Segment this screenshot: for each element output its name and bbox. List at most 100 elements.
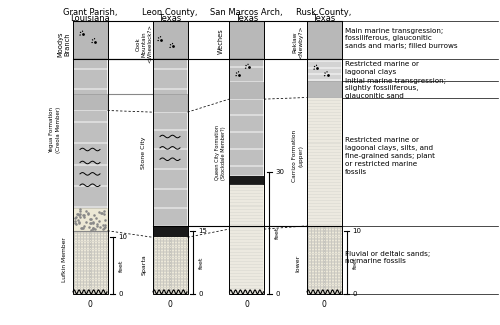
Point	[76, 207, 84, 212]
Bar	[229, 58, 264, 82]
Point	[77, 226, 85, 231]
Text: lower: lower	[296, 254, 300, 272]
Text: Yegua Formation
(Creola Member): Yegua Formation (Creola Member)	[50, 107, 60, 153]
Text: Stone City: Stone City	[142, 136, 146, 169]
Point	[101, 217, 109, 223]
Point	[76, 208, 84, 214]
Text: Fluvial or deltaic sands;
no marine fossils: Fluvial or deltaic sands; no marine foss…	[345, 251, 430, 264]
Bar	[229, 99, 264, 176]
Text: San Marcos Arch,: San Marcos Arch,	[210, 8, 283, 17]
Text: 0: 0	[322, 300, 326, 309]
Text: Initial marine transgression;
slightly fossiliferous,
glauconitic sand: Initial marine transgression; slightly f…	[345, 78, 446, 99]
Point	[96, 211, 104, 216]
Point	[86, 221, 94, 226]
Bar	[72, 208, 108, 231]
Bar	[229, 185, 264, 294]
Point	[73, 211, 81, 216]
Text: Grant Parish,: Grant Parish,	[63, 8, 117, 17]
Point	[94, 223, 102, 228]
Text: feet: feet	[352, 256, 358, 269]
Bar	[306, 98, 342, 226]
Bar	[306, 58, 342, 81]
Bar	[152, 21, 188, 294]
Point	[91, 227, 99, 232]
Text: 10: 10	[118, 234, 128, 240]
Text: Cook
Mountain
<Wheelock?>: Cook Mountain <Wheelock?>	[136, 24, 152, 63]
Point	[76, 212, 84, 217]
Bar	[72, 21, 108, 294]
Point	[88, 216, 96, 222]
Text: Texas: Texas	[158, 14, 182, 23]
Point	[82, 220, 90, 225]
Text: feet: feet	[118, 259, 124, 272]
Point	[80, 212, 88, 217]
Bar	[306, 81, 342, 98]
Text: feet: feet	[275, 227, 280, 240]
Text: Reklaw
<Newby?>: Reklaw <Newby?>	[292, 25, 304, 59]
Point	[101, 222, 109, 227]
Text: Restricted marine or
lagoonal clays: Restricted marine or lagoonal clays	[345, 61, 419, 75]
Point	[84, 225, 92, 230]
Bar	[152, 58, 188, 94]
Text: 0: 0	[352, 291, 357, 297]
Text: 0: 0	[275, 291, 280, 297]
Point	[86, 220, 94, 226]
Text: Texas: Texas	[235, 14, 258, 23]
Text: Louisiana: Louisiana	[70, 14, 110, 23]
Point	[70, 216, 78, 221]
Text: 10: 10	[352, 228, 362, 234]
Text: feet: feet	[198, 256, 203, 269]
Point	[80, 226, 88, 231]
Point	[76, 211, 84, 216]
Bar	[306, 21, 342, 294]
Bar	[229, 82, 264, 99]
Bar	[152, 112, 188, 226]
Bar	[72, 94, 108, 111]
Bar	[152, 21, 188, 294]
Bar	[306, 226, 342, 294]
Point	[90, 220, 98, 226]
Point	[80, 213, 88, 218]
Text: Restricted marine or
lagoonal clays, silts, and
fine-grained sands; plant
or res: Restricted marine or lagoonal clays, sil…	[345, 137, 435, 175]
Point	[100, 212, 108, 217]
Text: 15: 15	[198, 228, 207, 234]
Point	[76, 214, 84, 219]
Point	[99, 227, 107, 232]
Bar	[229, 21, 264, 294]
Text: Main marine transgression;
fossiliferous, glauconitic
sands and marls; filled bu: Main marine transgression; fossiliferous…	[345, 28, 458, 49]
Point	[98, 222, 106, 227]
Text: 0: 0	[244, 300, 249, 309]
Point	[71, 218, 79, 224]
Point	[100, 225, 108, 230]
Bar	[152, 94, 188, 112]
Text: Queen City Formation
(Stockdale Member?): Queen City Formation (Stockdale Member?)	[215, 125, 226, 180]
Bar	[72, 111, 108, 208]
Point	[84, 210, 92, 215]
Point	[89, 226, 97, 231]
Point	[87, 227, 95, 232]
Point	[95, 219, 103, 224]
Text: 0: 0	[198, 291, 203, 297]
Point	[96, 225, 104, 230]
Point	[90, 212, 98, 217]
Point	[92, 221, 100, 227]
Text: Rusk County,: Rusk County,	[296, 8, 352, 17]
Point	[72, 214, 80, 219]
Bar	[72, 21, 108, 58]
Point	[80, 223, 88, 228]
Bar	[152, 21, 188, 58]
Bar	[152, 226, 188, 237]
Bar	[306, 21, 342, 294]
Text: Carrizo Formation
(upper): Carrizo Formation (upper)	[292, 130, 304, 182]
Point	[74, 211, 82, 216]
Text: Moodys
Branch: Moodys Branch	[57, 31, 71, 57]
Point	[75, 220, 83, 226]
Point	[95, 209, 103, 215]
Text: Lufkin Member: Lufkin Member	[62, 238, 66, 282]
Point	[84, 211, 92, 216]
Point	[101, 224, 109, 229]
Point	[98, 210, 106, 215]
Point	[89, 220, 97, 225]
Bar	[229, 176, 264, 185]
Text: 0: 0	[88, 300, 92, 309]
